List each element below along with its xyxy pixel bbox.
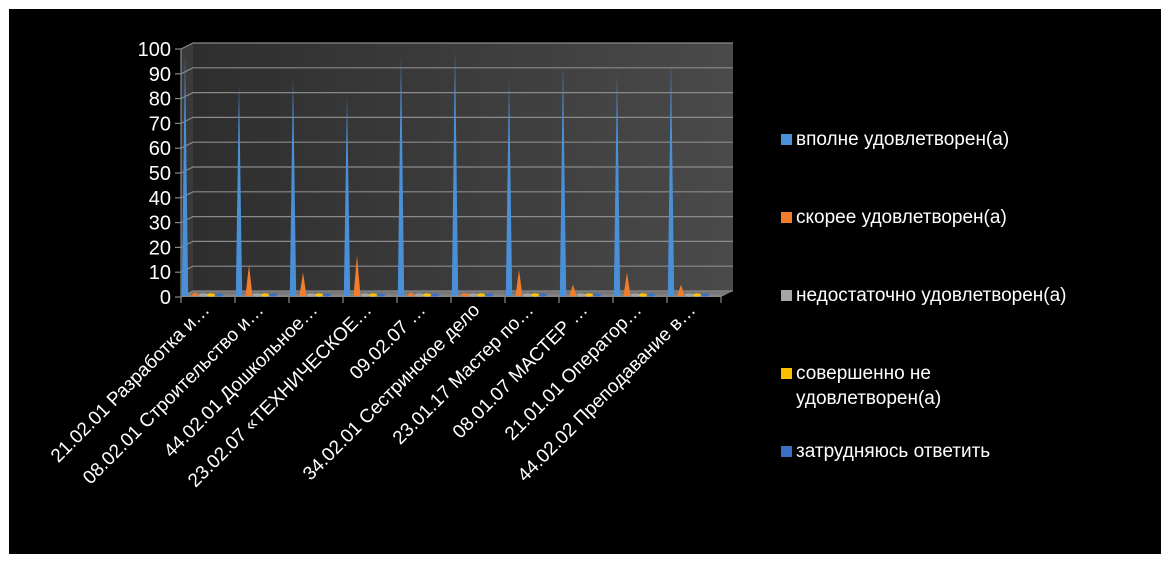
- cone-flat-2-4: [414, 293, 424, 297]
- cone-flat-2-7: [576, 293, 586, 297]
- cone-0-0: [181, 53, 189, 296]
- cone-base-1-3: [353, 293, 361, 297]
- legend-swatch: [781, 212, 792, 223]
- chart-area: 0 10 20 30 40 50 60 70 80 90 100 21.02.01 Разработ…: [9, 9, 1161, 554]
- legend-item: совершенно не удовлетворен(а): [781, 361, 1006, 411]
- cone-0-9: [667, 63, 675, 295]
- x-axis-labels: 21.02.01 Разработка и…08.02.01 Строитель…: [47, 300, 700, 492]
- cone-flat-2-0: [198, 293, 208, 297]
- cone-1-9: [677, 284, 685, 295]
- cone-flat-2-2: [306, 293, 316, 297]
- cone-1-2: [299, 272, 307, 295]
- cone-flat-2-8: [630, 293, 640, 297]
- cone-0-5: [451, 49, 459, 295]
- y-tick-label: 60: [149, 138, 171, 160]
- cone-0-8: [613, 73, 621, 295]
- cone-0-2: [289, 76, 297, 295]
- cone-0-3: [343, 96, 351, 296]
- cone-base-0-7: [559, 293, 567, 297]
- cone-base-1-7: [569, 293, 577, 297]
- y-tick-label: 40: [149, 188, 171, 210]
- cone-0-7: [559, 63, 567, 295]
- legend-label: скорее удовлетворен(а): [796, 207, 1007, 228]
- cone-base-1-0: [191, 293, 199, 297]
- cone-flat-4-3: [376, 293, 386, 297]
- cone-flat-4-7: [592, 293, 602, 297]
- y-tick-label: 100: [138, 39, 171, 61]
- cone-flat-4-5: [484, 293, 494, 297]
- cone-base-0-3: [343, 293, 351, 297]
- data-marks: [181, 49, 710, 297]
- cone-0-4: [397, 56, 405, 295]
- cone-flat-4-6: [538, 293, 548, 297]
- cone-base-0-5: [451, 293, 459, 297]
- cone-flat-2-1: [252, 293, 262, 297]
- cone-base-0-8: [613, 293, 621, 297]
- cone-0-6: [505, 78, 513, 295]
- y-tick-label: 10: [149, 262, 171, 284]
- legend-item: вполне удовлетворен(а): [781, 127, 1126, 152]
- cone-flat-3-8: [638, 293, 648, 297]
- cone-base-0-9: [667, 293, 675, 297]
- legend-label: затрудняюсь ответить: [796, 441, 991, 462]
- y-tick-label: 20: [149, 237, 171, 259]
- y-tick-label: 0: [160, 287, 171, 309]
- cone-flat-1-5: [460, 293, 470, 297]
- cone-1-7: [569, 284, 577, 295]
- legend-label: вполне удовлетворен(а): [796, 129, 1010, 150]
- cone-base-1-8: [623, 293, 631, 297]
- cone-base-1-2: [299, 293, 307, 297]
- cone-flat-4-4: [430, 293, 440, 297]
- cone-1-8: [623, 272, 631, 295]
- y-tick-label: 30: [149, 213, 171, 235]
- cone-base-0-6: [505, 293, 513, 297]
- cone-flat-3-3: [368, 293, 378, 297]
- legend-item: скорее удовлетворен(а): [781, 205, 1126, 230]
- gridline: [180, 42, 733, 50]
- legend-label: недостаточно удовлетворен(а): [796, 285, 1067, 306]
- cone-flat-3-7: [584, 293, 594, 297]
- legend-swatch: [781, 446, 792, 457]
- cone-flat-3-4: [422, 293, 432, 297]
- legend-swatch: [781, 368, 792, 379]
- cone-flat-2-5: [468, 293, 478, 297]
- legend-item: недостаточно удовлетворен(а): [781, 283, 1126, 308]
- cone-flat-4-0: [214, 293, 224, 297]
- legend-swatch: [781, 290, 792, 301]
- cone-base-0-0: [181, 293, 189, 297]
- cone-flat-2-9: [684, 293, 694, 297]
- y-tick-label: 80: [149, 89, 171, 111]
- cone-flat-3-0: [206, 293, 216, 297]
- cone-flat-3-5: [476, 293, 486, 297]
- cone-flat-2-3: [360, 293, 370, 297]
- cone-0-1: [235, 83, 243, 295]
- cone-1-3: [353, 254, 361, 295]
- cone-flat-3-9: [692, 293, 702, 297]
- cone-flat-3-6: [530, 293, 540, 297]
- cone-base-1-9: [677, 293, 685, 297]
- legend-swatch: [781, 134, 792, 145]
- cone-base-1-6: [515, 293, 523, 297]
- cone-flat-4-1: [268, 293, 278, 297]
- cone-flat-2-6: [522, 293, 532, 297]
- y-tick-label: 90: [149, 64, 171, 86]
- cone-base-0-4: [397, 293, 405, 297]
- cone-base-0-2: [289, 293, 297, 297]
- cone-flat-3-1: [260, 293, 270, 297]
- cone-1-6: [515, 269, 523, 295]
- cone-flat-4-8: [646, 293, 656, 297]
- cone-flat-4-2: [322, 293, 332, 297]
- y-tick-label: 70: [149, 113, 171, 135]
- legend-item: затрудняюсь ответить: [781, 439, 1126, 464]
- cone-base-1-1: [245, 293, 253, 297]
- legend-label: совершенно не удовлетворен(а): [796, 363, 942, 409]
- cone-1-1: [245, 264, 253, 295]
- cone-flat-4-9: [700, 293, 710, 297]
- cone-base-1-4: [407, 293, 415, 297]
- y-tick-label: 50: [149, 163, 171, 185]
- cone-flat-3-2: [314, 293, 324, 297]
- cone-base-0-1: [235, 293, 243, 297]
